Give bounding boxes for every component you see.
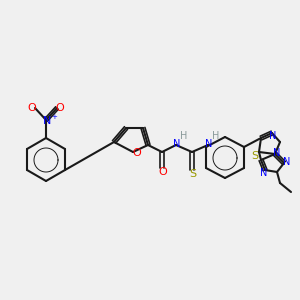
Text: S: S: [251, 151, 259, 161]
Text: O: O: [56, 103, 64, 113]
Text: S: S: [189, 169, 197, 179]
Text: O: O: [159, 167, 167, 177]
Text: H: H: [180, 131, 188, 141]
Text: N: N: [260, 168, 268, 178]
Text: N: N: [283, 157, 291, 167]
Text: N: N: [173, 139, 181, 149]
Text: H: H: [212, 131, 219, 141]
Text: N: N: [43, 116, 51, 126]
Text: +: +: [51, 114, 57, 120]
Text: N: N: [273, 148, 281, 158]
Text: O: O: [28, 103, 36, 113]
Text: O: O: [133, 148, 141, 158]
Text: N: N: [205, 139, 213, 149]
Text: N: N: [269, 131, 277, 141]
